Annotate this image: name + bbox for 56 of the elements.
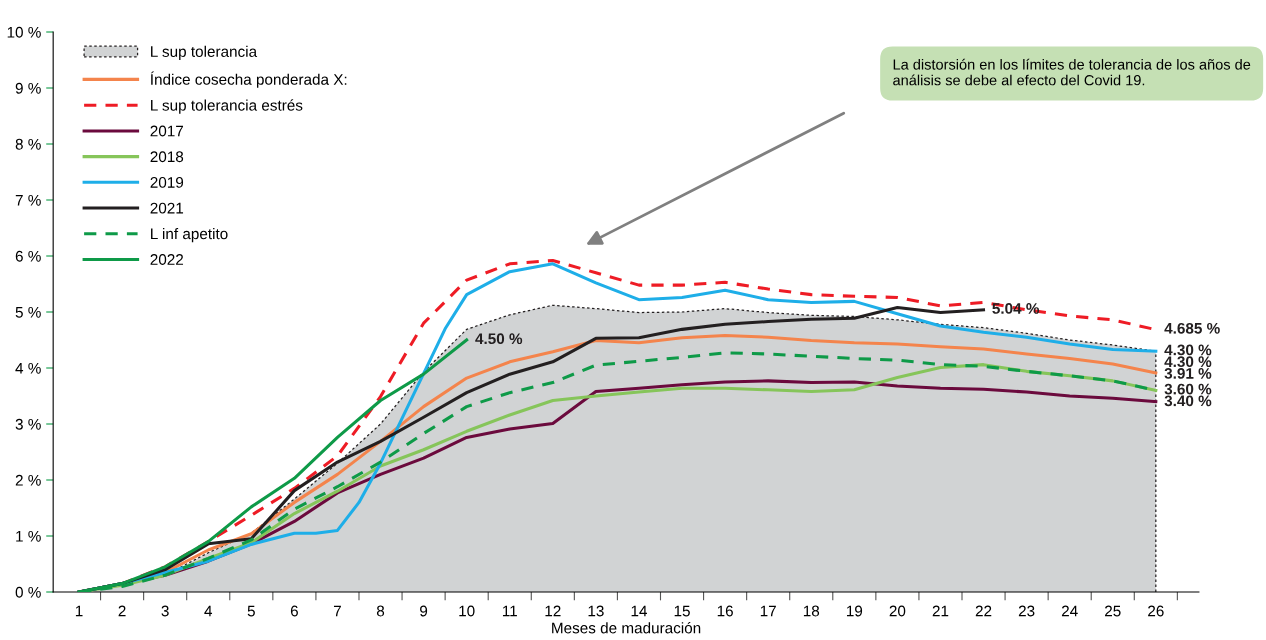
x-tick-label: 1 [75,605,83,617]
annotation: 3.40 % [1164,395,1212,407]
x-tick-label: 18 [803,605,820,617]
x-tick-label: 6 [290,605,298,617]
annotation: 4.685 % [1164,322,1220,334]
legend-label: L inf apetito [151,228,228,243]
x-tick-label: 5 [247,605,255,617]
x-tick-label: 24 [1061,605,1078,617]
annotation: 3.91 % [1164,368,1212,379]
legend-label: 2022 [150,254,184,265]
y-tick-label: 5 % [15,306,41,318]
x-tick-label: 16 [717,605,733,617]
y-tick-label: 7 % [15,194,41,206]
x-tick-label: 2 [118,605,126,617]
y-tick-label: 3 % [15,418,41,430]
x-tick-label: 22 [975,605,992,617]
x-tick-label: 14 [631,605,648,617]
y-tick-label: 6 % [15,250,41,262]
annotation: 4.30 % [1164,356,1212,368]
x-tick-label: 9 [420,605,428,617]
y-tick-label: 10 % [7,26,41,38]
x-tick-label: 20 [889,605,906,617]
x-tick-label: 13 [588,605,604,617]
y-tick-label: 8 % [15,138,41,150]
x-tick-label: 25 [1105,605,1121,617]
y-tick-label: 1 % [16,530,41,542]
x-tick-label: 8 [376,605,385,617]
x-tick-label: 7 [333,605,341,617]
legend-label: L sup tolerancia estrés [151,99,303,114]
y-tick-label: 4 % [15,362,41,374]
x-tick-label: 26 [1148,605,1164,617]
legend-label: Índice cosecha ponderada X: [150,71,347,88]
annotation: 4.30 % [1164,344,1212,356]
x-tick-label: 21 [932,605,949,617]
legend-label: 2018 [150,151,184,163]
x-tick-label: 23 [1018,605,1035,617]
x-tick-label: 15 [674,605,690,617]
x-tick-label: 3 [161,605,169,617]
x-tick-label: 11 [502,605,517,617]
x-tick-label: 10 [459,605,475,617]
legend-label: 2021 [150,202,184,214]
annotation: La distorsión en los límites de tolerancia de los años de análisis se debe al efecto del Covid 19. [893,58,1251,86]
x-tick-label: 12 [545,605,561,617]
x-tick-label: 4 [204,605,213,617]
legend-label: 2017 [150,125,184,137]
annotation: 5.04 % [992,303,1040,314]
legend-label: L sup tolerancia [151,45,258,60]
legend-label: 2019 [150,177,184,188]
x-tick-label: 17 [760,605,776,617]
annotation: 3.60 % [1164,383,1212,395]
x-tick-label: 19 [846,605,863,617]
y-tick-label: 0 % [15,586,41,598]
y-tick-label: 9 % [15,82,41,94]
annotation: 4.50 % [475,333,523,345]
x-axis-title: Meses de maduración [552,622,701,634]
y-tick-label: 2 % [15,474,41,486]
